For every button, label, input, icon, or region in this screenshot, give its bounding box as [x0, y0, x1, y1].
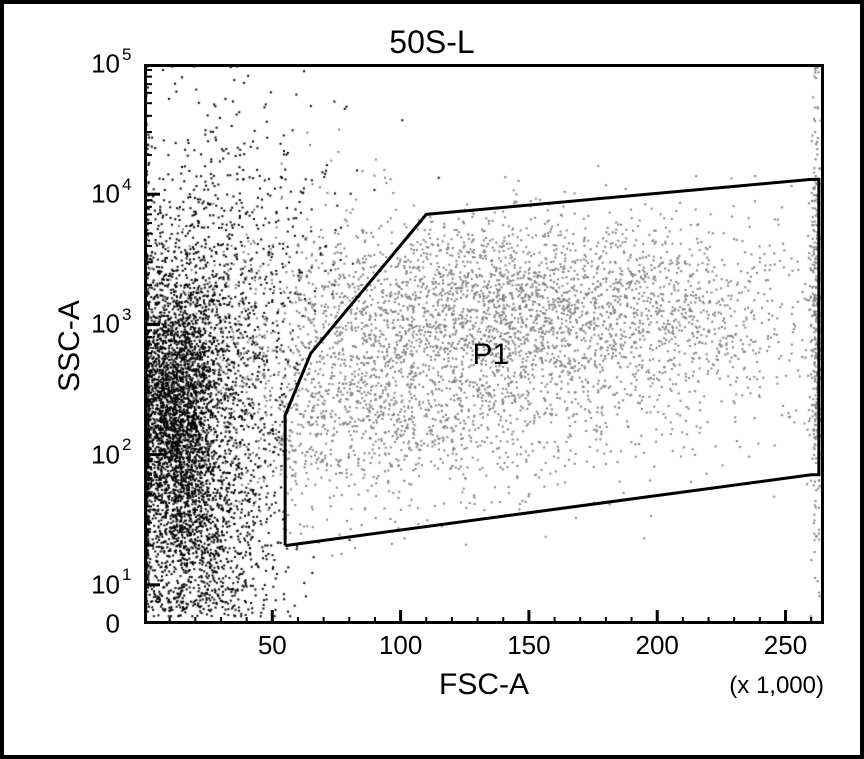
x-tick-label: 150 — [507, 630, 550, 661]
y-tick-base: 10 — [80, 179, 120, 210]
y-tick-exponent: 4 — [122, 175, 131, 195]
x-tick-label: 100 — [379, 630, 422, 661]
y-tick-zero: 0 — [80, 609, 120, 640]
chart-frame: 50S-L SSC-A FSC-A (x 1,000) P1 501001502… — [0, 0, 864, 759]
y-tick-exponent: 2 — [122, 435, 131, 455]
y-tick-exponent: 1 — [122, 565, 131, 585]
y-tick-base: 10 — [80, 309, 120, 340]
y-tick-base: 10 — [80, 569, 120, 600]
gate-label-p1: P1 — [472, 338, 509, 372]
y-tick-exponent: 3 — [122, 305, 131, 325]
x-multiplier-label: (x 1,000) — [729, 672, 824, 700]
y-tick-base: 10 — [80, 439, 120, 470]
x-tick-label: 250 — [764, 630, 807, 661]
x-tick-label: 200 — [636, 630, 679, 661]
y-tick-exponent: 5 — [122, 45, 131, 65]
x-tick-label: 50 — [258, 630, 287, 661]
x-axis-label: FSC-A — [144, 668, 824, 702]
chart-title: 50S-L — [4, 24, 860, 61]
y-tick-base: 10 — [80, 49, 120, 80]
